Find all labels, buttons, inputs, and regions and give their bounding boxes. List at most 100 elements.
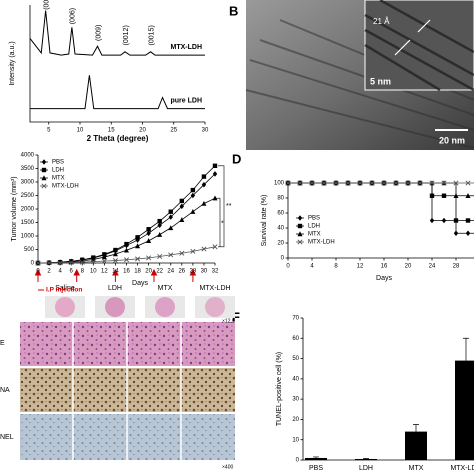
y-axis-label: TUNEL-positive cell (%) [276, 352, 283, 426]
marker [212, 195, 218, 201]
marker [297, 180, 303, 186]
marker [90, 259, 96, 265]
y-tick-label: 3500 [21, 166, 35, 172]
legend-label: PBS [308, 216, 320, 222]
marker [146, 227, 151, 232]
x-tick-label: 30 [201, 269, 208, 275]
bar [305, 457, 327, 460]
x-tick-label: MTX [409, 465, 424, 472]
y-tick-label: 500 [24, 247, 35, 253]
y-tick-label: 20 [292, 417, 299, 423]
marker [124, 247, 129, 253]
marker [179, 217, 185, 222]
marker [212, 163, 218, 168]
x-tick-label: 16 [381, 264, 388, 270]
x-tick-label: 20 [145, 269, 152, 275]
x-tick-label: 20 [405, 264, 412, 270]
legend-marker [297, 231, 303, 237]
y-tick-label: 4000 [21, 153, 35, 159]
marker [201, 200, 207, 206]
marker [453, 230, 459, 237]
legend-label: MTX [52, 176, 65, 182]
marker [441, 217, 447, 224]
magnification: ×400 [222, 464, 233, 470]
marker [123, 257, 130, 263]
marker [157, 222, 162, 228]
marker [168, 214, 173, 220]
marker [201, 174, 207, 179]
injection-arrows [34, 268, 197, 291]
x-axis-label: 2 Theta (degree) [87, 134, 149, 143]
x-tick-label: 4 [310, 264, 314, 270]
marker [190, 209, 196, 214]
marker [190, 192, 196, 199]
y-tick-label: 100 [274, 181, 285, 187]
marker [453, 193, 459, 198]
y-tick-label: 60 [277, 211, 284, 217]
y-tick-label: 10 [292, 437, 299, 443]
marker [309, 180, 315, 186]
x-tick-label: PBS [309, 465, 323, 472]
x-tick-label: 10 [77, 128, 84, 134]
marker [35, 260, 41, 266]
y-tick-label: 0 [31, 261, 35, 267]
column-label: Saline [55, 285, 75, 292]
marker [68, 259, 74, 265]
y-tick-label: 30 [292, 397, 299, 403]
y-tick-label: 0 [281, 256, 285, 262]
marker [201, 181, 207, 188]
marker [68, 259, 74, 265]
x-tick-label: 12 [357, 264, 364, 270]
y-axis-label: Tumor volume (mm³) [11, 176, 18, 241]
y-axis-label: Intensity (a.u.) [9, 41, 16, 85]
marker [333, 180, 339, 186]
peak-label: (009) [95, 25, 102, 41]
marker [179, 250, 185, 256]
marker [112, 251, 118, 257]
x-axis-label: Days [132, 280, 148, 287]
marker [201, 246, 207, 252]
legend-label: MTX-LDH [52, 184, 79, 190]
y-tick-label: 70 [292, 316, 299, 322]
significance: * [221, 221, 224, 228]
marker [113, 247, 118, 253]
marker [146, 230, 151, 237]
marker [46, 260, 52, 266]
y-tick-label: 1000 [21, 234, 35, 240]
series-line [30, 75, 205, 110]
marker [135, 243, 141, 249]
x-tick-label: 24 [429, 264, 436, 270]
marker [157, 254, 163, 260]
legend-marker [297, 239, 303, 245]
marker [135, 256, 141, 262]
x-tick-label: 32 [212, 269, 219, 275]
marker [168, 225, 174, 231]
legend-marker [41, 175, 47, 181]
x-tick-label: 18 [134, 269, 141, 275]
bar [455, 360, 474, 460]
marker [369, 180, 375, 186]
marker [453, 218, 459, 223]
inset-scale: 5 nm [370, 76, 391, 86]
lattice-spacing: 21 Å [373, 17, 390, 26]
marker [179, 198, 185, 204]
marker [190, 187, 196, 193]
x-tick-label: 0 [36, 269, 40, 275]
x-tick-label: 30 [202, 128, 209, 134]
marker [465, 218, 471, 223]
legend-label: MTX [308, 232, 321, 238]
x-tick-label: 24 [167, 269, 174, 275]
marker [321, 180, 327, 186]
x-tick-label: MTX-LDH [450, 465, 474, 472]
marker [101, 254, 107, 260]
marker [212, 171, 218, 177]
marker [101, 258, 107, 264]
marker [441, 193, 447, 198]
marker [112, 258, 118, 264]
marker [429, 193, 435, 198]
legend-marker [297, 223, 303, 229]
y-tick-label: 2000 [21, 207, 35, 213]
x-tick-label: 25 [170, 128, 177, 134]
peak-label: (006) [70, 8, 77, 24]
